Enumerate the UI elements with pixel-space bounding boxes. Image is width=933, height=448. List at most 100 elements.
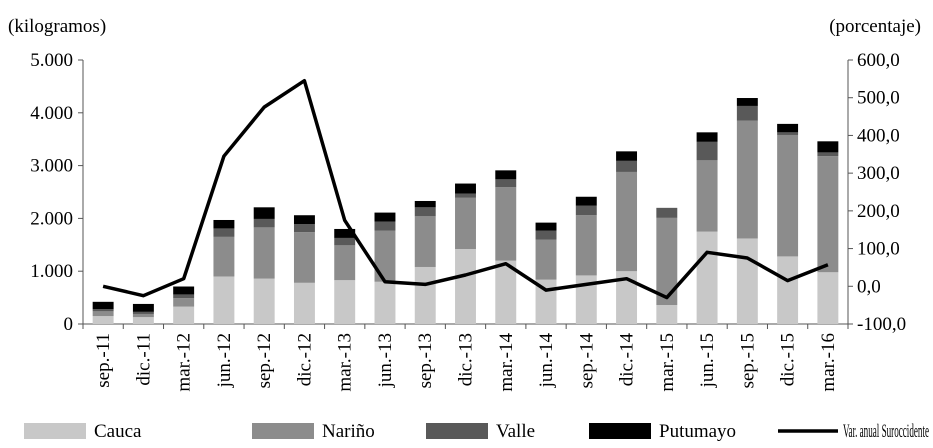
bar-valle [495, 179, 517, 188]
legend-swatch [24, 423, 86, 439]
bar-cauca [334, 280, 356, 324]
bar-nario [173, 298, 195, 307]
bar-nario [293, 232, 315, 283]
bar-putumayo [334, 228, 356, 238]
y-tick-left-label: 2.000 [30, 208, 73, 229]
bar-cauca [575, 275, 597, 324]
legend-swatch [589, 423, 651, 439]
axes: 0 1.000 2.000 3.000 4.000 5.000 -100,0 0,0 100,0… [30, 50, 906, 335]
x-tick-label: dic.-14 [617, 333, 638, 387]
y-axis-right-label: (porcentaje) [829, 16, 921, 37]
bar-cauca [736, 238, 758, 324]
bar-cauca [696, 231, 718, 324]
bar-nario [616, 171, 638, 272]
legend-label: Putumayo [659, 421, 736, 442]
bar-valle [535, 230, 557, 240]
bar-nario [374, 230, 396, 282]
bar-valle [92, 309, 114, 312]
bar-valle [696, 141, 718, 161]
x-tick-label: jun.-14 [536, 333, 557, 389]
bar-cauca [414, 266, 436, 324]
x-tick-label: sep.-15 [737, 333, 758, 388]
bar-nario [817, 156, 839, 273]
bar-putumayo [253, 207, 275, 219]
bars [92, 98, 839, 324]
bar-valle [575, 205, 597, 216]
y-tick-right-label: 400,0 [857, 125, 900, 146]
bar-valle [374, 221, 396, 231]
bar-putumayo [736, 98, 758, 106]
bar-valle [455, 193, 476, 198]
x-tick-label: mar.-14 [496, 333, 517, 392]
y-tick-right-label: 300,0 [857, 163, 900, 184]
bar-putumayo [616, 151, 638, 161]
bar-valle [213, 228, 235, 237]
legend-label: Valle [496, 421, 535, 442]
x-tick-labels: sep.-11 dic.-11 mar.-12 jun.-12 sep.-12 dic.-… [93, 333, 839, 392]
bar-nario [92, 311, 114, 317]
bar-putumayo [374, 212, 396, 222]
bar-cauca [132, 317, 154, 324]
line-series [102, 78, 829, 300]
bar-nario [334, 245, 356, 281]
bar-valle [334, 237, 356, 246]
bar-putumayo [293, 215, 315, 225]
x-tick-label: dic.-12 [294, 333, 315, 386]
y-tick-right-label: 600,0 [857, 50, 900, 71]
bar-putumayo [213, 219, 235, 229]
bar-nario [777, 134, 799, 257]
bar-cauca [92, 316, 114, 324]
legend-swatch [252, 423, 314, 439]
bar-valle [736, 105, 758, 121]
bar-nario [455, 197, 476, 250]
bar-cauca [213, 276, 235, 324]
bar-valle [414, 207, 436, 217]
y-tick-right-label: -100,0 [857, 314, 906, 335]
bar-putumayo [495, 170, 517, 180]
bar-valle [777, 132, 799, 135]
bar-nario [414, 216, 436, 267]
bar-valle [132, 311, 154, 314]
y-axis-left-label: (kilogramos) [8, 16, 107, 37]
bar-putumayo [817, 141, 839, 153]
bar-nario [495, 187, 517, 261]
y-tick-right-label: 200,0 [857, 201, 900, 222]
bar-putumayo [696, 132, 718, 142]
bar-valle [253, 218, 275, 228]
bar-nario [696, 160, 718, 232]
x-tick-label: dic.-13 [456, 333, 477, 386]
bar-putumayo [777, 123, 799, 133]
y-tick-left-label: 3.000 [30, 156, 73, 177]
bar-nario [535, 239, 557, 280]
bar-putumayo [575, 196, 597, 206]
legend-label: Nariño [322, 421, 375, 442]
legend-label: Cauca [94, 421, 142, 442]
x-tick-label: jun.-13 [375, 333, 396, 388]
x-tick-label: jun.-12 [214, 333, 235, 388]
bar-nario [132, 313, 154, 318]
x-tick-label: jun.-15 [697, 333, 718, 388]
y-tick-left-label: 0 [64, 314, 74, 335]
legend: Cauca Nariño Valle Putumayo Var. anual Suroc… [24, 421, 929, 442]
bar-cauca [293, 282, 315, 324]
y-tick-right-label: 500,0 [857, 88, 900, 109]
x-tick-label: mar.-16 [818, 333, 839, 392]
bar-nario [213, 236, 235, 277]
y-tick-left-label: 5.000 [30, 50, 73, 71]
bar-putumayo [535, 222, 557, 231]
legend-label: Var. anual Suroccidente [843, 421, 929, 442]
bar-cauca [173, 306, 195, 324]
legend-swatch [426, 423, 488, 439]
line-var-anual [102, 78, 829, 300]
x-tick-label: sep.-11 [93, 333, 114, 388]
bar-putumayo [173, 286, 195, 295]
bar-putumayo [132, 303, 154, 312]
y-tick-right-label: 0,0 [857, 276, 881, 297]
bar-cauca [656, 304, 678, 324]
x-tick-label: mar.-13 [335, 333, 356, 392]
bar-valle [817, 152, 839, 157]
y-tick-right-label: 100,0 [857, 239, 900, 260]
x-tick-label: mar.-15 [657, 333, 678, 392]
bar-putumayo [455, 183, 476, 194]
